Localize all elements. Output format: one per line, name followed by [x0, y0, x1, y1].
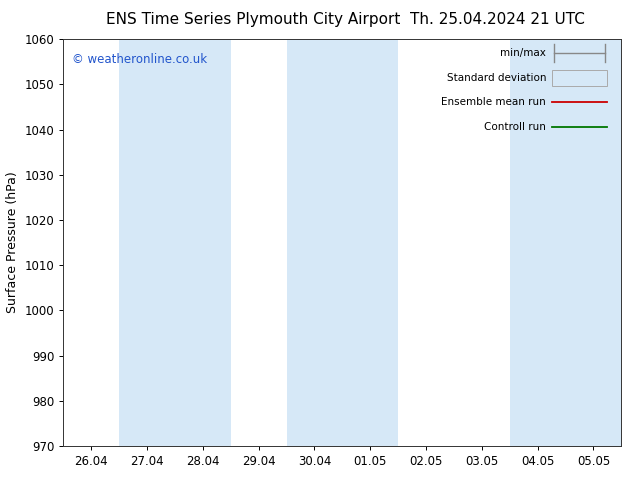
Text: min/max: min/max — [500, 49, 546, 58]
Text: © weatheronline.co.uk: © weatheronline.co.uk — [72, 53, 207, 67]
Text: Th. 25.04.2024 21 UTC: Th. 25.04.2024 21 UTC — [410, 12, 585, 27]
Text: ENS Time Series Plymouth City Airport: ENS Time Series Plymouth City Airport — [107, 12, 401, 27]
Text: Standard deviation: Standard deviation — [446, 73, 546, 83]
Bar — [510, 39, 566, 446]
Bar — [566, 39, 621, 446]
Text: Ensemble mean run: Ensemble mean run — [441, 97, 546, 107]
Bar — [119, 39, 175, 446]
Bar — [342, 39, 398, 446]
Y-axis label: Surface Pressure (hPa): Surface Pressure (hPa) — [6, 172, 19, 314]
Text: Controll run: Controll run — [484, 122, 546, 132]
Bar — [175, 39, 231, 446]
FancyBboxPatch shape — [552, 70, 607, 86]
Bar — [287, 39, 342, 446]
